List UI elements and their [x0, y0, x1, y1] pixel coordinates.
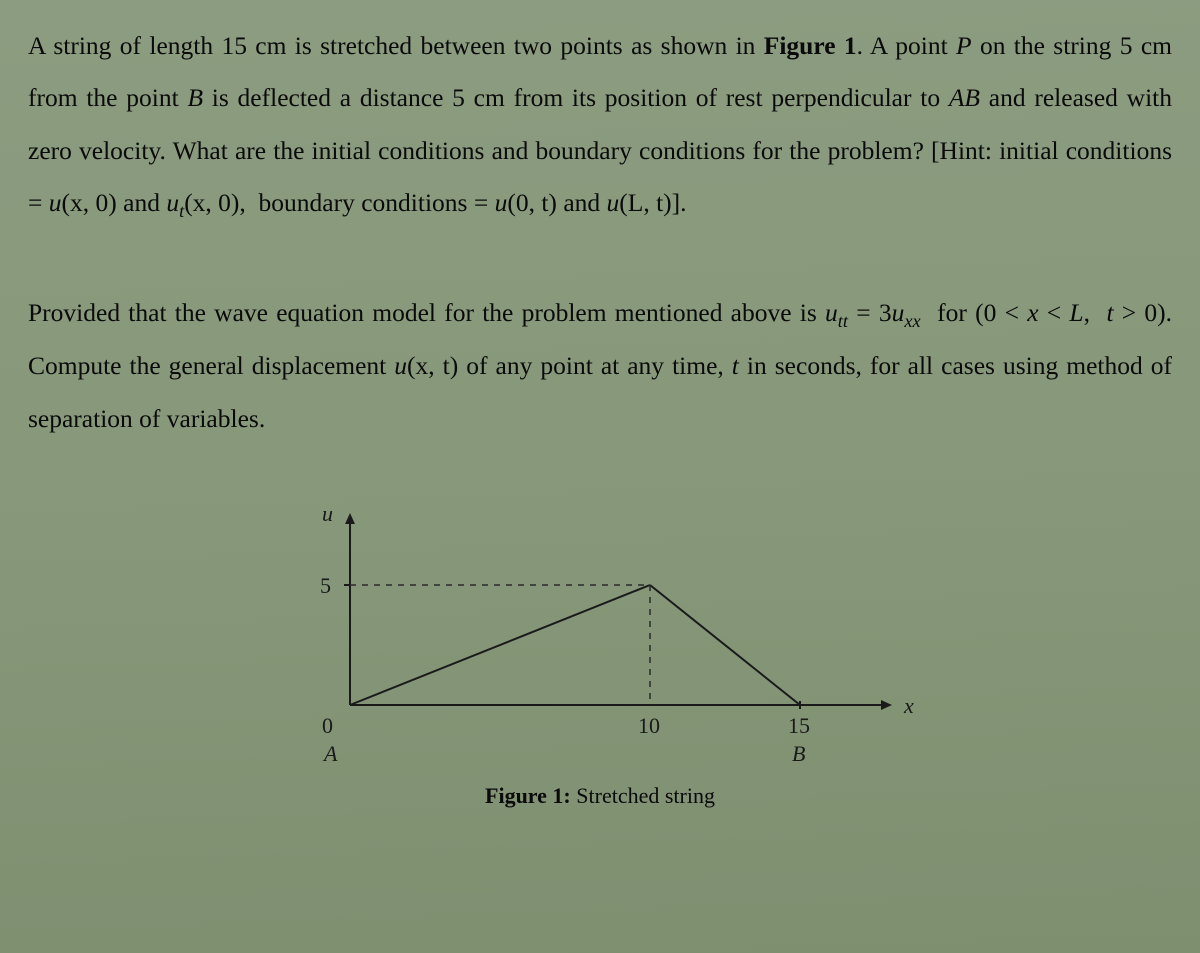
- math-eq: =: [848, 298, 879, 327]
- text: for: [921, 298, 975, 327]
- math-domain-close: > 0): [1114, 298, 1166, 327]
- math-args: (x, 0): [184, 188, 239, 217]
- text: . A point: [857, 31, 956, 60]
- value-deflection: 5: [452, 83, 465, 112]
- math-ut: u: [166, 188, 179, 217]
- svg-text:15: 15: [788, 713, 810, 738]
- math-l: L: [1069, 298, 1083, 327]
- text: <: [1039, 298, 1070, 327]
- text: and: [557, 188, 607, 217]
- math-args: (x, 0): [62, 188, 117, 217]
- math-t: t: [1106, 298, 1113, 327]
- figure-reference: Figure 1: [764, 31, 857, 60]
- value-from-b: 5: [1120, 31, 1133, 60]
- value-length: 15: [221, 31, 247, 60]
- figure-caption-text: Stretched string: [571, 783, 715, 808]
- math-args: (x, t): [407, 351, 458, 380]
- problem-paragraph-1: A string of length 15 cm is stretched be…: [28, 20, 1172, 231]
- math-u-0t: u: [495, 188, 508, 217]
- math-u-xt: u: [394, 351, 407, 380]
- text: of any point at any time,: [458, 351, 732, 380]
- math-args: (L, t): [619, 188, 671, 217]
- text: cm from its position of rest perpendicul…: [465, 83, 949, 112]
- figure-caption: Figure 1: Stretched string: [485, 783, 715, 809]
- svg-text:u: u: [322, 501, 333, 526]
- text: ,: [1084, 298, 1107, 327]
- problem-paragraph-2: Provided that the wave equation model fo…: [28, 287, 1172, 445]
- text: is deflected a distance: [203, 83, 452, 112]
- math-utt: u: [825, 298, 838, 327]
- text: , boundary conditions =: [239, 188, 494, 217]
- text: cm is stretched between two points as sh…: [247, 31, 764, 60]
- text: ].: [672, 188, 687, 217]
- math-sub-xx: xx: [904, 311, 920, 331]
- math-u-lt: u: [607, 188, 620, 217]
- math-t2: t: [732, 351, 739, 380]
- math-domain-open: (0 <: [975, 298, 1027, 327]
- svg-text:5: 5: [320, 573, 331, 598]
- math-sub-tt: tt: [838, 311, 848, 331]
- text: on the string: [972, 31, 1120, 60]
- math-args: (0, t): [507, 188, 557, 217]
- point-b: B: [187, 83, 203, 112]
- page: A string of length 15 cm is stretched be…: [0, 0, 1200, 953]
- text: Provided that the wave equation model fo…: [28, 298, 825, 327]
- svg-text:10: 10: [638, 713, 660, 738]
- math-coef: 3: [879, 298, 892, 327]
- svg-text:x: x: [903, 693, 914, 718]
- segment-ab: AB: [949, 83, 980, 112]
- math-u-x0: u: [49, 188, 62, 217]
- text: and: [117, 188, 167, 217]
- svg-text:0: 0: [322, 713, 333, 738]
- figure-svg: u x 5 0 A 10 15 B: [280, 485, 920, 765]
- svg-text:B: B: [792, 741, 805, 765]
- figure-caption-lead: Figure 1:: [485, 783, 571, 808]
- math-uxx: u: [892, 298, 905, 327]
- figure-container: u x 5 0 A 10 15 B Figure 1: Stretched string: [28, 485, 1172, 809]
- text: A string of length: [28, 31, 221, 60]
- point-p: P: [956, 31, 972, 60]
- svg-text:A: A: [322, 741, 338, 765]
- math-x: x: [1027, 298, 1038, 327]
